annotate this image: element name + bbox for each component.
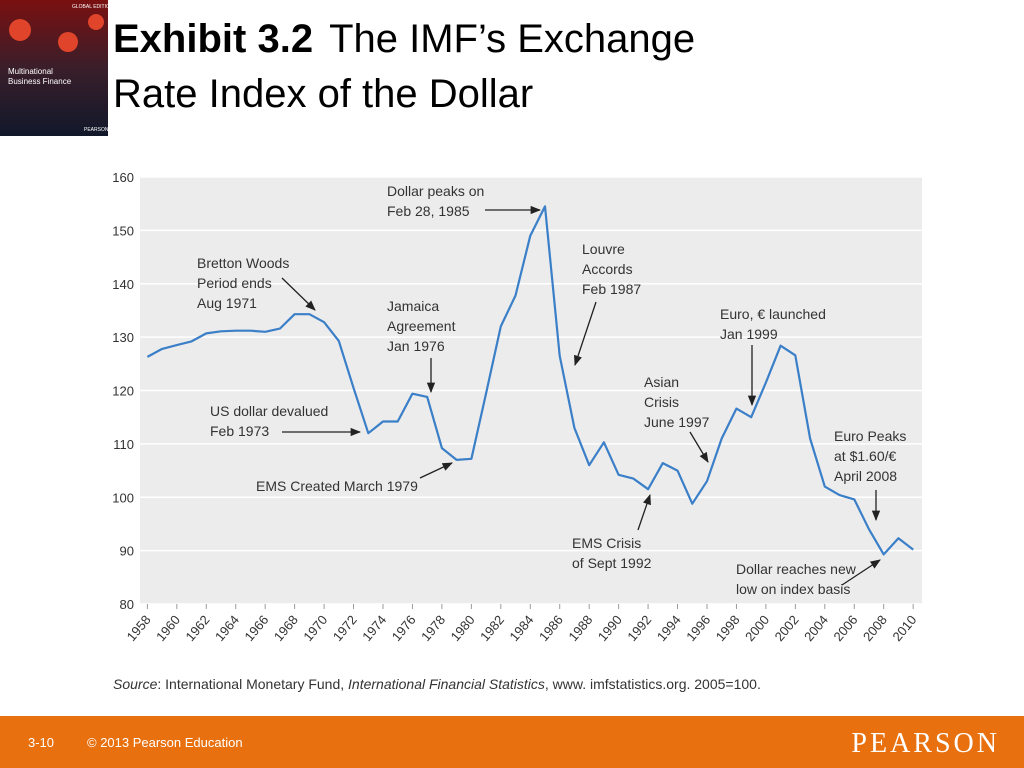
annotation-arrow xyxy=(419,462,453,479)
x-tick-label: 1998 xyxy=(713,612,743,644)
source-part: , www. imfstatistics.org. 2005=100. xyxy=(545,676,761,692)
cover-publisher: PEARSON xyxy=(84,127,109,133)
y-tick-label: 110 xyxy=(113,437,134,452)
title-line: The IMF’s Exchange xyxy=(329,17,695,61)
y-tick-label: 130 xyxy=(112,330,134,345)
source-part: Source xyxy=(113,676,158,692)
source-part: International Financial Statistics xyxy=(348,676,545,692)
annotation: EMS Crisis xyxy=(572,535,641,551)
annotation: Feb 28, 1985 xyxy=(387,203,470,219)
lantern xyxy=(9,19,31,41)
annotation: Accords xyxy=(582,261,633,277)
annotation: Crisis xyxy=(644,394,679,410)
title-bold: Exhibit 3.2 xyxy=(113,17,313,61)
cover-title: Multinational xyxy=(8,67,53,76)
annotation: Jan 1976 xyxy=(387,338,445,354)
annotation: Feb 1973 xyxy=(210,423,269,439)
x-tick-label: 1974 xyxy=(359,612,389,644)
cover-edition: GLOBAL EDITION xyxy=(72,4,114,10)
slide-title: Rate Index of the Dollar xyxy=(113,72,533,116)
x-tick-label: 1970 xyxy=(300,612,330,644)
annotation: Period ends xyxy=(197,275,272,291)
annotation: EMS Created March 1979 xyxy=(256,478,418,494)
annotation-arrow xyxy=(637,494,651,531)
x-tick-label: 2004 xyxy=(801,612,831,644)
lantern xyxy=(58,32,78,52)
x-tick-label: 1996 xyxy=(683,612,713,644)
x-tick-label: 2008 xyxy=(860,612,890,644)
y-tick-label: 80 xyxy=(120,597,134,612)
y-tick-label: 140 xyxy=(112,277,134,292)
x-tick-label: 2000 xyxy=(742,612,772,644)
annotation: low on index basis xyxy=(736,581,850,597)
y-tick-label: 120 xyxy=(112,384,134,399)
x-tick-label: 1978 xyxy=(418,612,448,644)
x-tick-label: 1980 xyxy=(448,612,478,644)
x-tick-label: 1994 xyxy=(654,612,684,644)
annotation: Asian xyxy=(644,374,679,390)
slide-title: Exhibit 3.2 The IMF’s Exchange xyxy=(113,17,695,61)
cover-title: Business Finance xyxy=(8,77,72,86)
page-number: 3-10 xyxy=(28,735,54,750)
pearson-logo: PEARSON xyxy=(851,728,1000,759)
annotation-arrow xyxy=(689,431,709,463)
annotation-arrow xyxy=(841,559,881,586)
x-tick-label: 2002 xyxy=(772,612,802,644)
x-tick-label: 1962 xyxy=(182,612,212,644)
annotation-arrow xyxy=(574,301,597,366)
annotation: Dollar reaches new xyxy=(736,561,857,577)
annotation: Feb 1987 xyxy=(582,281,641,297)
annotation: June 1997 xyxy=(644,414,710,430)
annotation: Euro, € launched xyxy=(720,306,826,322)
x-tick-label: 1990 xyxy=(595,612,625,644)
source: Source: International Monetary Fund, Int… xyxy=(113,676,761,692)
x-tick-label: 1992 xyxy=(624,612,654,644)
x-tick-label: 1968 xyxy=(271,612,301,644)
x-tick-label: 1972 xyxy=(330,612,360,644)
annotation: Louvre xyxy=(582,241,625,257)
x-tick-label: 1958 xyxy=(124,612,154,644)
x-tick-label: 2006 xyxy=(830,612,860,644)
y-tick-label: 150 xyxy=(112,223,134,238)
y-tick-label: 90 xyxy=(120,544,134,559)
x-tick-label: 1984 xyxy=(506,612,536,644)
annotation: Jamaica xyxy=(387,298,439,314)
x-tick-label: 1986 xyxy=(536,612,566,644)
book-cover: GLOBAL EDITION Multinational Business Fi… xyxy=(0,0,114,136)
y-tick-label: 160 xyxy=(112,170,134,185)
x-tick-label: 1976 xyxy=(389,612,419,644)
annotation: Dollar peaks on xyxy=(387,183,484,199)
annotation: Jan 1999 xyxy=(720,326,778,342)
footer-bar xyxy=(0,716,1024,768)
x-tick-label: 1982 xyxy=(477,612,507,644)
x-tick-label: 1966 xyxy=(241,612,271,644)
annotation: Agreement xyxy=(387,318,456,334)
annotation: April 2008 xyxy=(834,468,897,484)
data-line xyxy=(146,205,914,556)
annotation: US dollar devalued xyxy=(210,403,328,419)
x-tick-label: 2010 xyxy=(889,612,919,644)
y-tick-label: 100 xyxy=(112,490,134,505)
lantern xyxy=(88,14,104,30)
copyright: © 2013 Pearson Education xyxy=(87,735,243,750)
annotation: Bretton Woods xyxy=(197,255,289,271)
annotation-arrow xyxy=(281,277,316,311)
annotation: at $1.60/€ xyxy=(834,448,896,464)
annotation: Euro Peaks xyxy=(834,428,906,444)
annotation: of Sept 1992 xyxy=(572,555,652,571)
x-tick-label: 1960 xyxy=(153,612,183,644)
source-part: : International Monetary Fund, xyxy=(157,676,348,692)
x-tick-label: 1964 xyxy=(212,612,242,644)
annotation: Aug 1971 xyxy=(197,295,257,311)
x-tick-label: 1988 xyxy=(565,612,595,644)
